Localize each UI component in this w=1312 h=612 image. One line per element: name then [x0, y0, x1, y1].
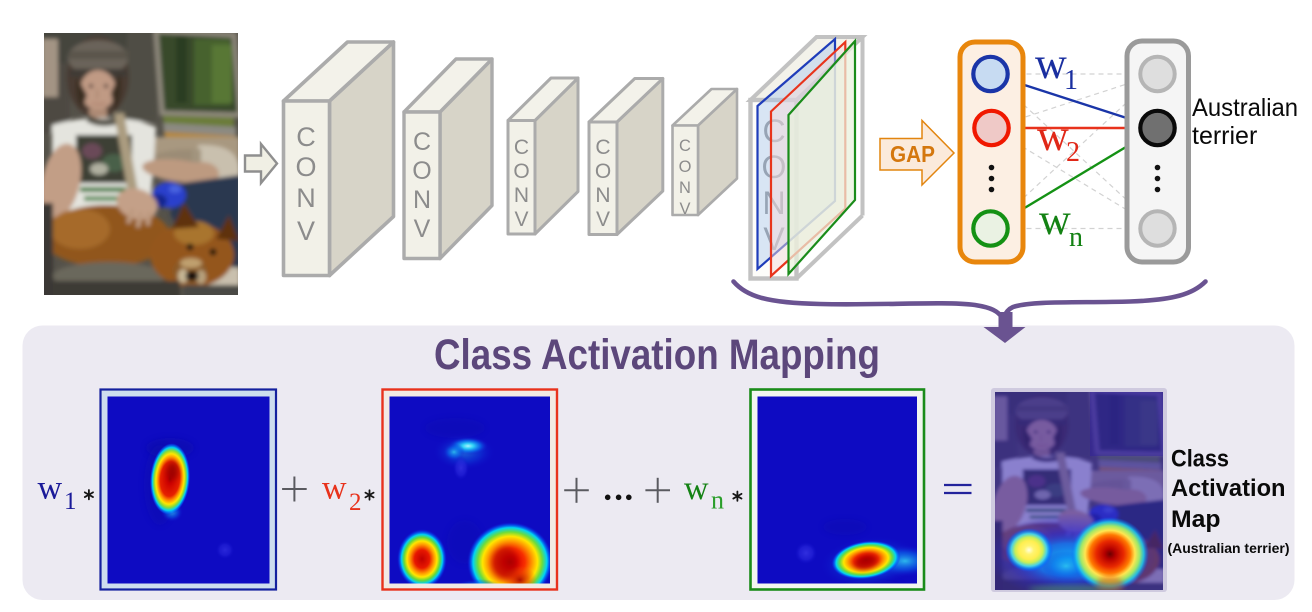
svg-text:O: O — [295, 152, 316, 182]
svg-text:(Australian terrier): (Australian terrier) — [1168, 541, 1290, 556]
svg-text:2: 2 — [1066, 137, 1080, 168]
svg-text:w: w — [38, 470, 63, 507]
svg-text:O: O — [679, 158, 692, 176]
svg-text:N: N — [413, 186, 431, 214]
svg-text:terrier: terrier — [1192, 122, 1257, 150]
svg-text:1: 1 — [1064, 65, 1078, 96]
svg-text:1: 1 — [64, 488, 77, 515]
svg-text:Class: Class — [1171, 446, 1229, 473]
svg-text:n: n — [1069, 222, 1083, 253]
svg-text:O: O — [412, 157, 431, 185]
svg-text:C: C — [296, 122, 316, 152]
svg-text:Map: Map — [1171, 506, 1221, 533]
svg-text:n: n — [711, 486, 724, 515]
svg-text:V: V — [514, 208, 528, 231]
svg-text:V: V — [596, 208, 610, 231]
svg-text:C: C — [679, 137, 691, 155]
svg-text:w: w — [1035, 39, 1067, 88]
svg-text:N: N — [595, 184, 610, 207]
svg-text:V: V — [297, 216, 315, 246]
svg-text:w: w — [684, 470, 709, 507]
svg-text:w: w — [1037, 111, 1069, 160]
svg-text:O: O — [595, 160, 611, 183]
svg-text:V: V — [414, 215, 431, 243]
svg-text:Activation: Activation — [1171, 475, 1286, 502]
svg-text:GAP: GAP — [890, 141, 935, 167]
svg-text:Australian: Australian — [1192, 94, 1298, 122]
svg-text:Class Activation Mapping: Class Activation Mapping — [434, 331, 880, 379]
svg-text:C: C — [514, 136, 529, 159]
svg-text:N: N — [679, 179, 691, 197]
svg-text:w: w — [1039, 195, 1071, 244]
svg-text:N: N — [296, 183, 316, 213]
svg-text:2: 2 — [349, 489, 362, 516]
svg-text:w: w — [322, 470, 347, 507]
svg-text:O: O — [513, 160, 529, 183]
svg-text:C: C — [413, 128, 431, 156]
svg-text:V: V — [679, 200, 690, 218]
svg-text:N: N — [514, 184, 529, 207]
svg-text:C: C — [595, 136, 610, 159]
